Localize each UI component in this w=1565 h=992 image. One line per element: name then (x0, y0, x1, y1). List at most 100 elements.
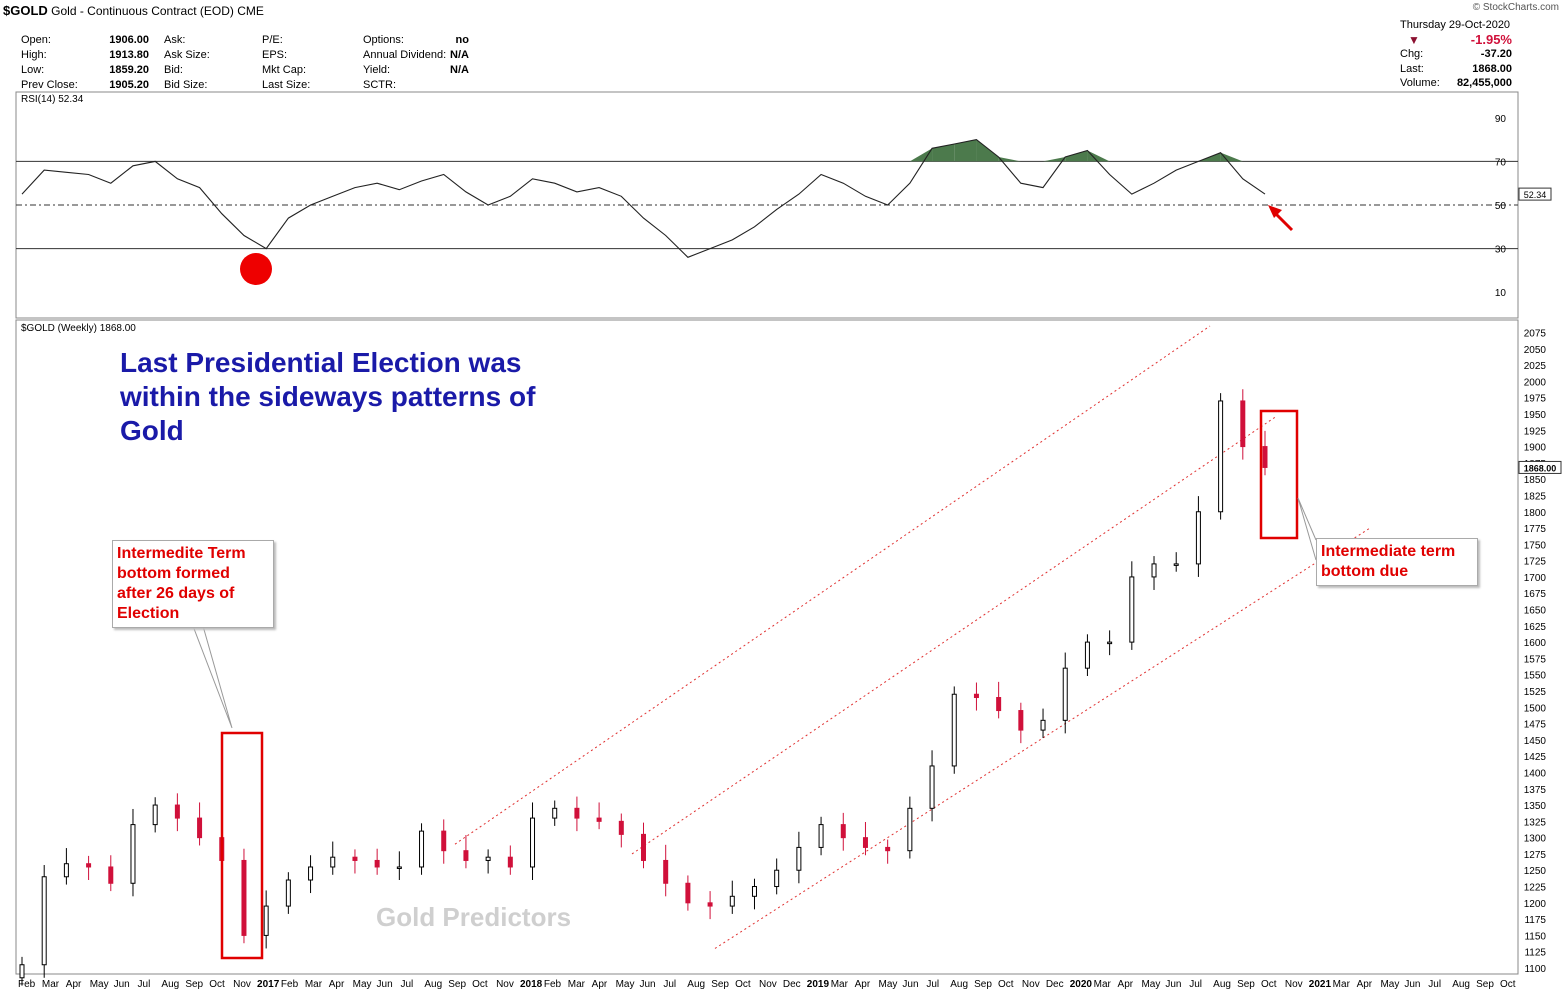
price-tick-label: 1375 (1524, 785, 1547, 796)
price-tick-label: 1625 (1524, 622, 1547, 633)
price-tick-label: 1825 (1524, 491, 1547, 502)
quote-label: EPS: (262, 49, 288, 61)
price-label: $GOLD (Weekly) 1868.00 (21, 323, 136, 334)
price-tick-label: 1975 (1524, 394, 1547, 405)
candle-body (1195, 511, 1201, 565)
candle-body (130, 824, 136, 884)
x-tick-label: Feb (18, 979, 36, 990)
candle-body (441, 830, 447, 852)
x-tick-label: May (1141, 979, 1160, 990)
trend-channel-line (714, 527, 1371, 949)
x-tick-label: Nov (496, 979, 514, 990)
candle-body (41, 876, 47, 966)
price-tick-label: 1800 (1524, 508, 1547, 519)
candle-body (1084, 641, 1090, 669)
exchange: CME (237, 4, 264, 18)
x-tick-label: 2021 (1309, 979, 1332, 990)
candle-body (796, 846, 802, 871)
candle-body (641, 833, 646, 861)
rsi-overbought-fill (1043, 157, 1066, 162)
candle-body (685, 882, 691, 904)
price-tick-label: 2025 (1524, 361, 1547, 372)
price-tick-label: 1575 (1524, 654, 1547, 665)
candle-body (574, 807, 580, 819)
candle-body (862, 837, 868, 848)
x-tick-label: 2018 (520, 979, 543, 990)
quote-value: 1868.00 (1472, 62, 1512, 75)
rsi-tick-label: 70 (1495, 157, 1507, 168)
x-tick-label: Oct (209, 979, 225, 990)
price-tick-label: 1650 (1524, 606, 1547, 617)
candle-body (1240, 400, 1246, 448)
callout-line: Election (117, 605, 180, 622)
candle-body (973, 693, 979, 699)
quote-col-2: Ask: Ask Size: Bid: Bid Size: (164, 33, 210, 93)
watermark: Gold Predictors (376, 902, 572, 932)
candle-body (285, 879, 291, 907)
callout-line: after 26 days of (117, 585, 235, 602)
headline-annotation: Last Presidential Election was within th… (120, 347, 536, 446)
quote-label: Volume: (1400, 77, 1440, 89)
x-tick-label: Jun (1404, 979, 1420, 990)
candle-body (1040, 719, 1046, 731)
candle-body (507, 856, 513, 868)
quote-label: Ask Size: (164, 49, 210, 61)
x-tick-label: Jul (400, 979, 413, 990)
price-tick-label: 1750 (1524, 540, 1547, 551)
price-tick-label: 1675 (1524, 589, 1547, 600)
quote-label: P/E: (262, 34, 283, 46)
x-tick-label: Jul (1428, 979, 1441, 990)
price-tick-label: 1525 (1524, 687, 1547, 698)
quote-col-1: Open: 1906.00 High: 1913.80 Low: 1859.20 Pr… (21, 33, 149, 93)
rsi-overbought-fill (1065, 150, 1088, 162)
price-panel-frame (15, 319, 1519, 975)
quote-value: -37.20 (1480, 48, 1512, 60)
rsi-low-marker (240, 253, 272, 285)
price-tick-label: 1600 (1524, 638, 1547, 649)
quote-summary: Thursday 29-Oct-2020 ▼ -1.95% Chg: -37.20 … (1400, 18, 1512, 91)
x-tick-label: Jun (902, 979, 918, 990)
quote-value: 1906.00 (109, 34, 149, 46)
x-tick-label: Sep (711, 979, 729, 990)
x-tick-label: Oct (735, 979, 751, 990)
rsi-current-tag (1518, 187, 1552, 201)
x-tick-label: Nov (1285, 979, 1303, 990)
quote-label: Last Size: (262, 79, 311, 91)
x-tick-label: Oct (472, 979, 488, 990)
quote-label: SCTR: (363, 79, 396, 91)
x-tick-label: Apr (329, 979, 345, 990)
price-tick-label: 1300 (1524, 834, 1547, 845)
target-bottom-box (1259, 409, 1299, 540)
x-tick-label: Jun (1165, 979, 1181, 990)
rsi-current-value: 52.34 (1524, 190, 1547, 200)
rsi-panel: 10 30 50 70 90 52.34 (16, 114, 1552, 299)
candle-body (663, 859, 669, 884)
x-tick-label: May (1380, 979, 1399, 990)
quote-label: Prev Close: (21, 79, 78, 91)
price-panel: 1100 1125 1150 1175 1200 1225 1250 1275 1300 1325… (19, 325, 1562, 986)
quote-col-4: Options: no Annual Dividend: N/A Yield: N/A… (363, 33, 469, 93)
x-tick-label: Apr (1357, 979, 1373, 990)
x-tick-label: Mar (1333, 979, 1351, 990)
candle-body (751, 886, 757, 897)
price-tick-label: 1100 (1524, 964, 1546, 975)
rsi-tick-label: 30 (1495, 245, 1507, 256)
x-tick-label: Jul (663, 979, 676, 990)
candle-body (1173, 563, 1179, 566)
candle-body (463, 850, 469, 861)
x-tick-label: Apr (855, 979, 871, 990)
candle-body (596, 817, 602, 822)
candle-body (86, 863, 92, 868)
price-tick-label: 1175 (1524, 915, 1546, 926)
candle-body (1129, 576, 1135, 643)
x-tick-label: Aug (161, 979, 179, 990)
candle-body (241, 859, 247, 936)
x-tick-label: Feb (281, 979, 299, 990)
rsi-overbought-fill (954, 139, 977, 162)
price-tick-label: 1925 (1524, 426, 1547, 437)
quote-value: N/A (450, 49, 469, 61)
price-tick-label: 2075 (1524, 329, 1547, 340)
price-tick-label: 1400 (1524, 768, 1547, 779)
x-tick-label: Sep (974, 979, 992, 990)
